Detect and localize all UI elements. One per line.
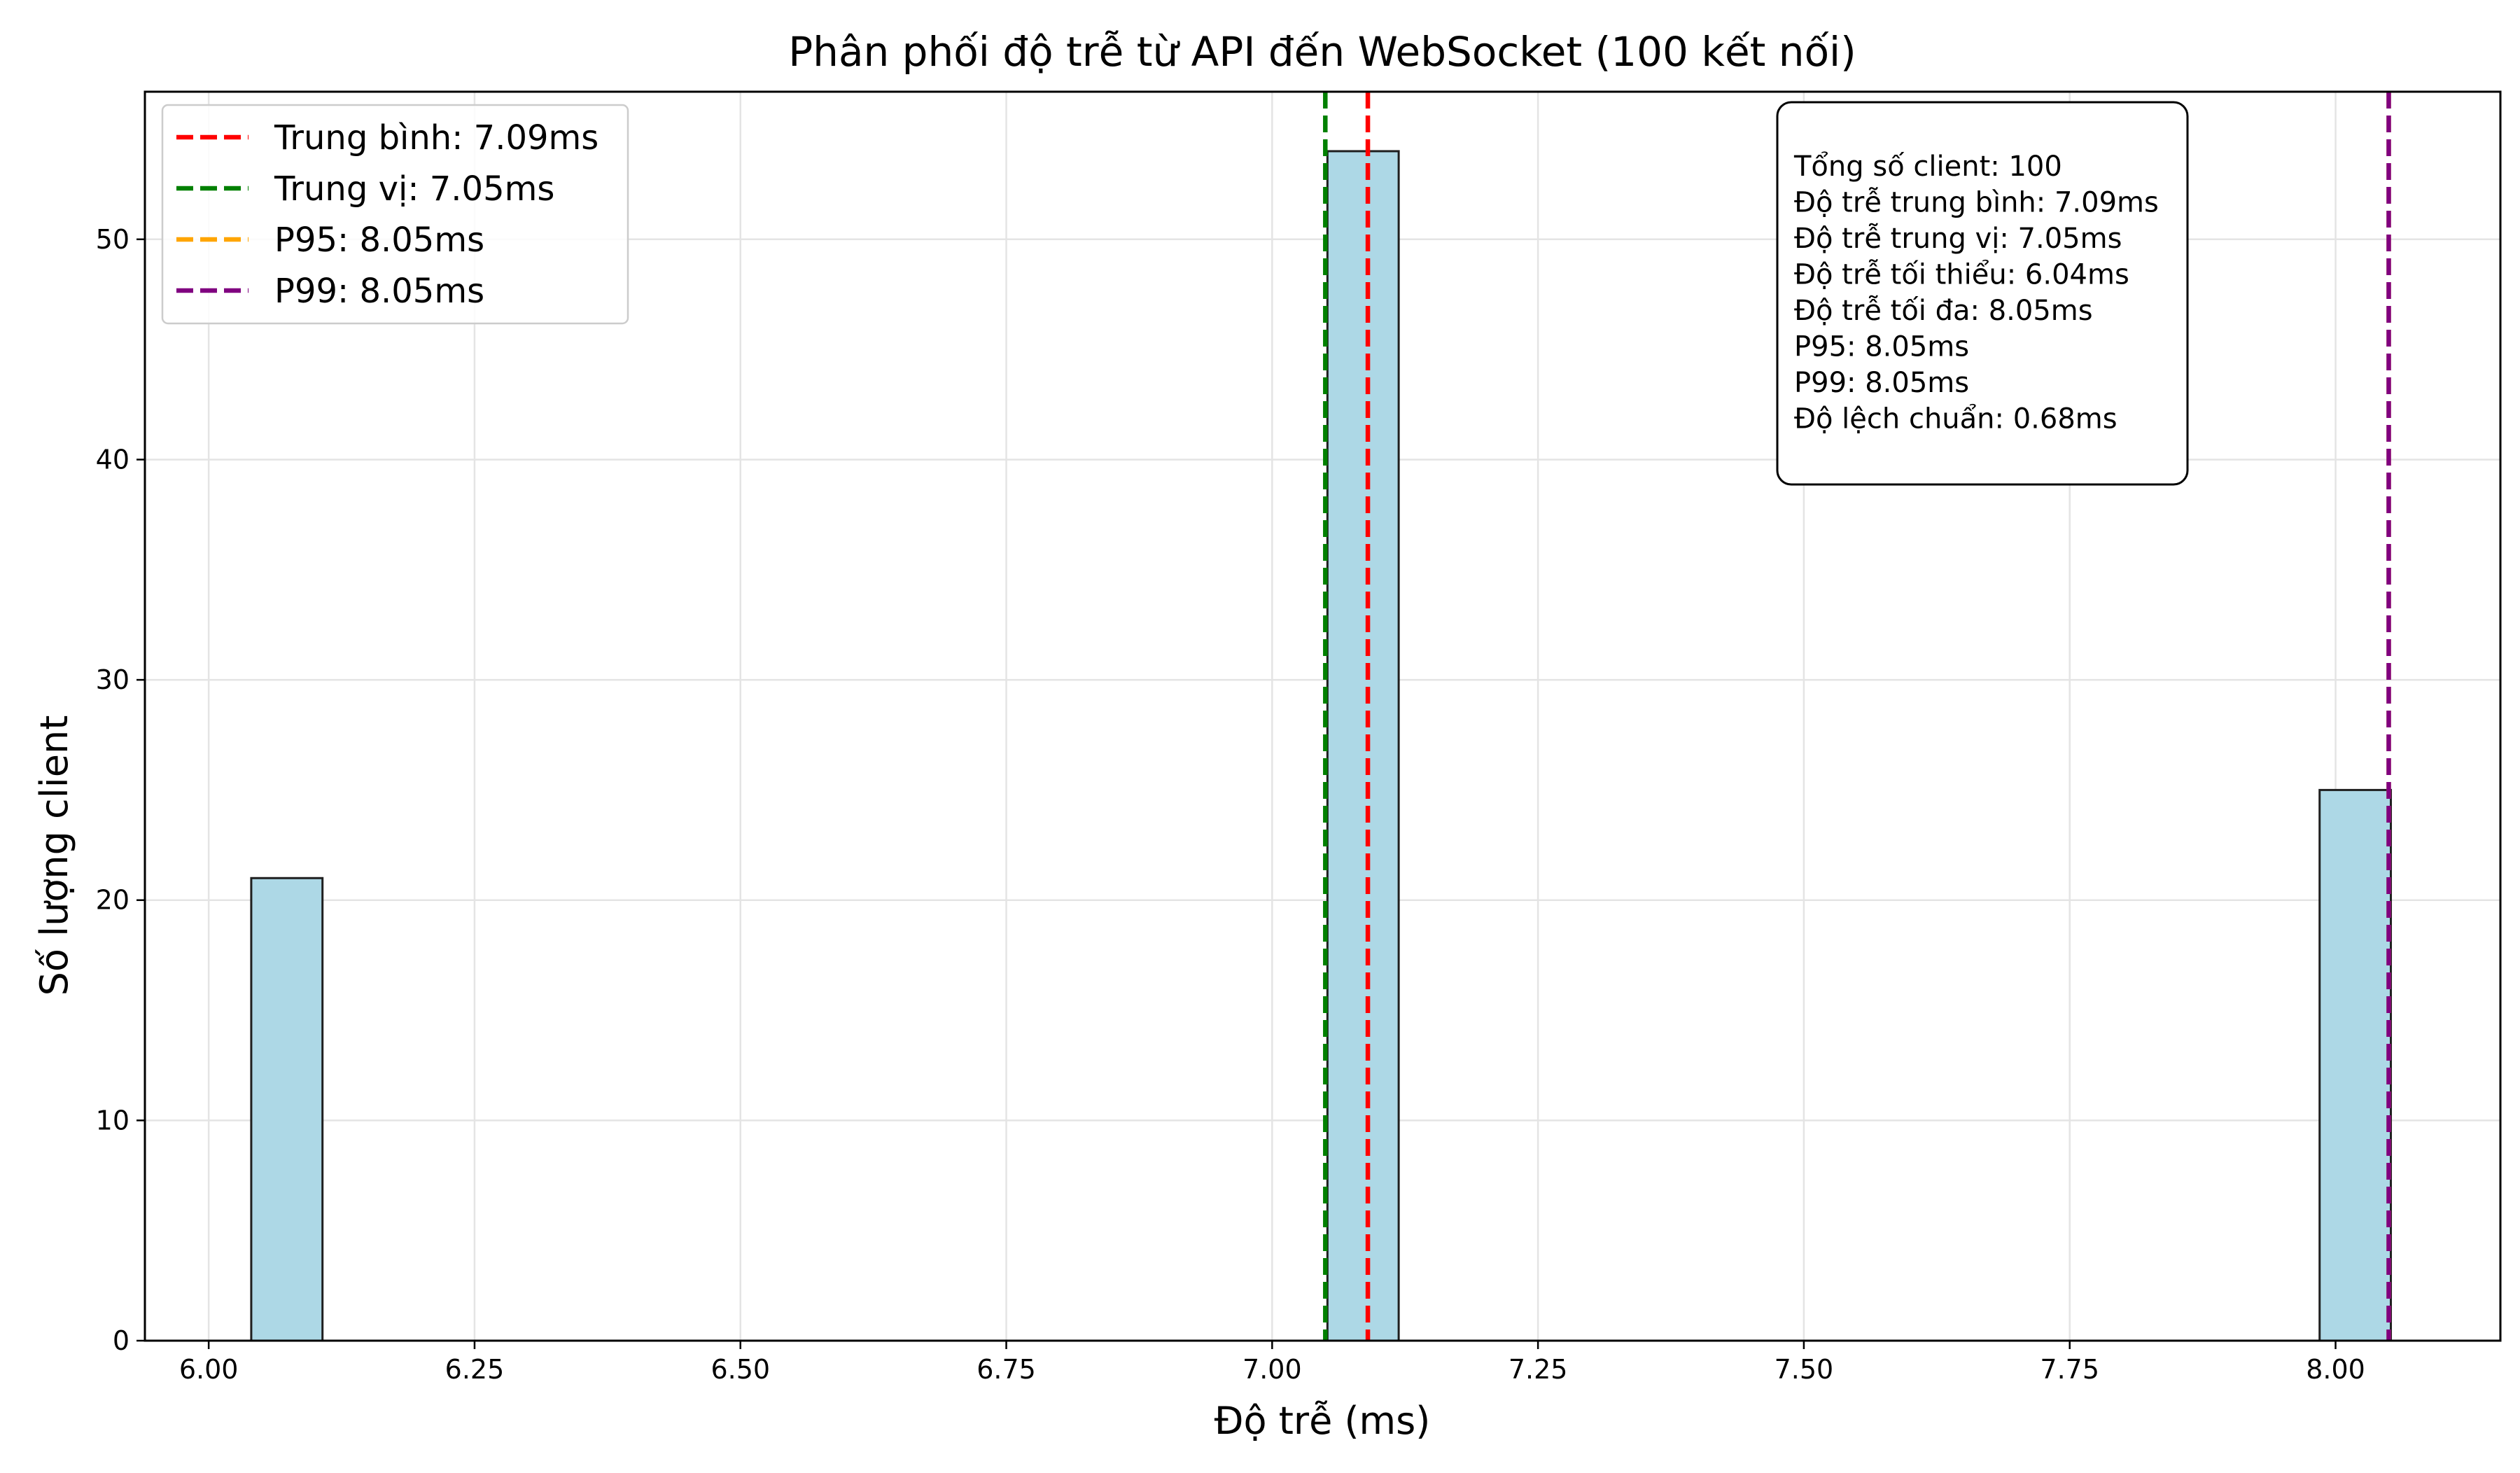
stats-box: Tổng số client: 100 Độ trễ trung bình: 7.…: [1776, 101, 2189, 486]
y-tick-label: 0: [113, 1325, 130, 1356]
legend-label: Trung bình: 7.09ms: [274, 118, 598, 158]
y-axis-label: Số lượng client: [32, 715, 76, 996]
legend: Trung bình: 7.09ms Trung vị: 7.05ms P95: 8…: [161, 104, 629, 325]
histogram-bar: [1326, 150, 1400, 1342]
x-tick-label: 7.50: [1774, 1354, 1834, 1385]
plot-frame: [144, 90, 2502, 1342]
legend-label: P95: 8.05ms: [274, 221, 484, 260]
y-tick-label: 40: [96, 444, 130, 475]
x-axis-label: Độ trễ (ms): [1214, 1399, 1431, 1443]
stats-line: Độ trễ tối đa: 8.05ms: [1794, 295, 2093, 327]
stats-line: Độ trễ tối thiểu: 6.04ms: [1794, 259, 2129, 291]
reference-lines: [1323, 92, 2391, 1341]
x-tick-label: 7.25: [1508, 1354, 1568, 1385]
x-tick-label: 6.00: [179, 1354, 239, 1385]
chart-title: Phân phối độ trễ từ API đến WebSocket (1…: [788, 28, 1856, 76]
y-tick-label: 30: [96, 664, 130, 695]
legend-label: P99: 8.05ms: [274, 272, 484, 311]
y-tick-label: 20: [96, 885, 130, 916]
histogram-bar: [2318, 788, 2393, 1342]
x-tick-label: 6.50: [710, 1354, 770, 1385]
x-tick-label: 6.75: [976, 1354, 1036, 1385]
stats-line: Tổng số client: 100: [1793, 151, 2062, 183]
histogram-bars: [250, 150, 2393, 1342]
legend-label: Trung vị: 7.05ms: [274, 169, 554, 209]
x-tick-label: 6.25: [445, 1354, 505, 1385]
stats-box-frame: [1776, 101, 2189, 486]
x-tick-label: 7.00: [1242, 1354, 1302, 1385]
stats-line: P95: 8.05ms: [1794, 331, 1969, 363]
x-tick-label: 7.75: [2040, 1354, 2099, 1385]
stats-line: Độ trễ trung vị: 7.05ms: [1794, 223, 2122, 255]
histogram-bar: [250, 877, 324, 1342]
tick-labels: 6.00 6.25 6.50 6.75 7.00 7.25 7.50 7.75 8.00 0 10 2…: [96, 224, 2365, 1385]
stats-line: Độ trễ trung bình: 7.09ms: [1794, 187, 2159, 219]
y-tick-label: 50: [96, 224, 130, 255]
axes: [136, 90, 2502, 1349]
stats-line: Độ lệch chuẩn: 0.68ms: [1794, 403, 2118, 435]
stats-line: P99: 8.05ms: [1794, 367, 1969, 399]
x-tick-label: 8.00: [2306, 1354, 2365, 1385]
y-tick-label: 10: [96, 1105, 130, 1136]
legend-box: [161, 104, 629, 325]
